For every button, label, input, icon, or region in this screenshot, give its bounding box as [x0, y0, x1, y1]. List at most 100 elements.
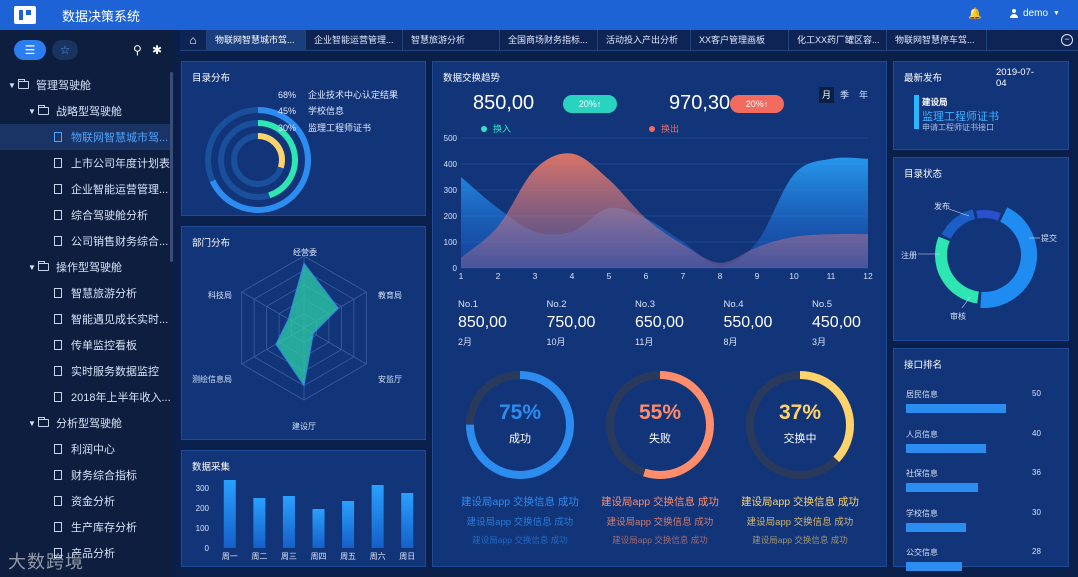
collect-category: 周二: [251, 552, 267, 561]
rank-month: 3月: [812, 337, 827, 347]
sidebar-item[interactable]: 资金分析: [0, 488, 173, 514]
sidebar-item[interactable]: 智慧旅游分析: [0, 280, 173, 306]
document-icon: [54, 496, 62, 506]
caret-down-icon[interactable]: ▼: [28, 418, 36, 428]
period-month[interactable]: 月: [819, 87, 834, 103]
tab-item[interactable]: 企业智能运营管理...: [306, 30, 403, 51]
sidebar-item[interactable]: 上市公司年度计划表: [0, 150, 173, 176]
tab-item[interactable]: 智慧旅游分析: [403, 30, 500, 51]
sidebar-item-label: 智能遇见成长实时...: [71, 314, 169, 326]
catalog-legend-row: 30% 监理工程师证书: [278, 121, 371, 134]
sidebar-item[interactable]: ▼ 管理驾驶舱: [0, 72, 173, 98]
gauge-stat-line[interactable]: 建设局app 交换信息 成功: [606, 517, 714, 528]
document-icon: [54, 444, 62, 454]
irank-label: 人员信息: [906, 429, 938, 439]
status-donut: [918, 207, 1040, 309]
sidebar-item[interactable]: ▼ 分析型驾驶舱: [0, 410, 173, 436]
trend-xtick: 1: [459, 271, 464, 281]
gauges-svg: [466, 371, 854, 479]
period-quarter[interactable]: 季: [839, 90, 849, 100]
gauge-stat-line[interactable]: 建设局app 交换信息 成功: [741, 496, 859, 508]
user-menu[interactable]: demo ▼: [1010, 8, 1060, 19]
trend-xtick: 2: [496, 271, 501, 281]
gauge-stat-line[interactable]: 建设局app 交换信息 成功: [746, 517, 854, 528]
rank-value: 450,00: [812, 314, 861, 331]
search-icon[interactable]: ⚲: [133, 43, 142, 57]
gauge-stat-line[interactable]: 建设局app 交换信息 成功: [752, 535, 848, 545]
sidebar-item[interactable]: 综合驾驶舱分析: [0, 202, 173, 228]
app-title: 数据决策系统: [62, 8, 141, 24]
collect-category: 周五: [340, 552, 356, 561]
tab-item[interactable]: 全国商场财务指标...: [500, 30, 598, 51]
settings-tool-icon[interactable]: ✱: [152, 43, 163, 57]
close-tabs-icon[interactable]: −: [1061, 34, 1073, 46]
sidebar-scrollbar[interactable]: [170, 72, 173, 262]
latest-name[interactable]: 监理工程师证书: [922, 111, 999, 123]
radar-label: 经营委: [293, 248, 317, 257]
period-year[interactable]: 年: [858, 90, 868, 100]
sidebar-item[interactable]: 智能遇见成长实时...: [0, 306, 173, 332]
favorites-tab[interactable]: ☆: [52, 40, 78, 60]
home-icon[interactable]: ⌂: [180, 30, 207, 51]
sidebar-item[interactable]: 利润中心: [0, 436, 173, 462]
status-segment: [935, 236, 980, 304]
caret-down-icon[interactable]: ▼: [8, 80, 16, 90]
gauge-arc: [606, 371, 714, 479]
sidebar-item[interactable]: ▼ 战略型驾驶舱: [0, 98, 173, 124]
tab-item[interactable]: 物联网智慧停车驾...: [887, 30, 987, 51]
folder-icon: [38, 105, 49, 115]
caret-down-icon[interactable]: ▼: [28, 262, 36, 272]
status-segment: [976, 210, 1001, 221]
radar-label: 科技局: [208, 291, 232, 300]
sidebar-item[interactable]: 公司销售财务综合...: [0, 228, 173, 254]
sidebar-item[interactable]: 财务综合指标: [0, 462, 173, 488]
document-icon: [54, 314, 62, 324]
caret-down-icon[interactable]: ▼: [28, 106, 36, 116]
status-leader-line: [961, 296, 971, 309]
caret-down-icon: ▼: [1053, 10, 1060, 17]
tab-bar: ⌂ 物联网智慧城市驾... 企业智能运营管理... 智慧旅游分析 全国商场财务指标..…: [180, 30, 1078, 51]
sidebar-item-label: 产品分析: [71, 548, 115, 560]
gauge-stat-line[interactable]: 建设局app 交换信息 成功: [472, 535, 568, 545]
bell-icon[interactable]: 🔔: [968, 8, 982, 20]
list-view-tab[interactable]: ☰: [14, 40, 46, 60]
rank-value: 550,00: [723, 314, 773, 331]
tab-item[interactable]: XX客户管理画板: [691, 30, 789, 51]
catalog-ring-arc: [218, 120, 298, 200]
user-icon: [1010, 9, 1018, 18]
collect-tick: 100: [196, 524, 210, 533]
status-label-publish: 发布: [934, 202, 950, 211]
gauge-stat-line[interactable]: 建设局app 交换信息 成功: [612, 535, 708, 545]
radar-label: 安监厅: [378, 375, 402, 384]
document-icon: [54, 132, 62, 142]
dept-title: 部门分布: [192, 238, 231, 249]
trend-xtick: 12: [863, 271, 873, 281]
gauge-stat-line[interactable]: 建设局app 交换信息 成功: [601, 496, 719, 508]
gauge-arc: [746, 371, 854, 479]
tab-item[interactable]: 物联网智慧城市驾...: [207, 30, 306, 51]
gauge-label: 交换中: [783, 433, 817, 445]
rank-month: 8月: [723, 337, 738, 347]
gauge-label: 成功: [509, 433, 531, 445]
out-legend-dot: [649, 126, 655, 132]
gauge-stat-line[interactable]: 建设局app 交换信息 成功: [466, 517, 574, 528]
sidebar-item[interactable]: 物联网智慧城市驾...: [0, 124, 173, 150]
status-label-review: 审核: [950, 312, 966, 321]
tab-item[interactable]: 化工XX药厂罐区容...: [789, 30, 887, 51]
trend-ytick: 300: [444, 186, 458, 195]
sidebar-item[interactable]: 生产库存分析: [0, 514, 173, 540]
sidebar-item[interactable]: 传单监控看板: [0, 332, 173, 358]
sidebar-item[interactable]: 2018年上半年收入...: [0, 384, 173, 410]
sidebar-item[interactable]: 企业智能运营管理...: [0, 176, 173, 202]
document-icon: [54, 288, 62, 298]
trend-xtick: 11: [827, 271, 836, 281]
collect-category: 周一: [222, 552, 238, 561]
sidebar-item[interactable]: 实时服务数据监控: [0, 358, 173, 384]
sidebar-item[interactable]: 产品分析: [0, 540, 173, 566]
status-panel: 目录状态 发布 提交 审核 注册: [893, 157, 1069, 341]
sidebar-item[interactable]: ▼ 操作型驾驶舱: [0, 254, 173, 280]
status-segment: [980, 207, 1037, 308]
gauge-stat-line[interactable]: 建设局app 交换信息 成功: [461, 496, 579, 508]
trend-panel: 数据交换趋势 850,00 20%↑ 970,30 20%↑ 月 季 年 换入 …: [432, 61, 887, 567]
tab-item[interactable]: 活动投入产出分析: [598, 30, 691, 51]
